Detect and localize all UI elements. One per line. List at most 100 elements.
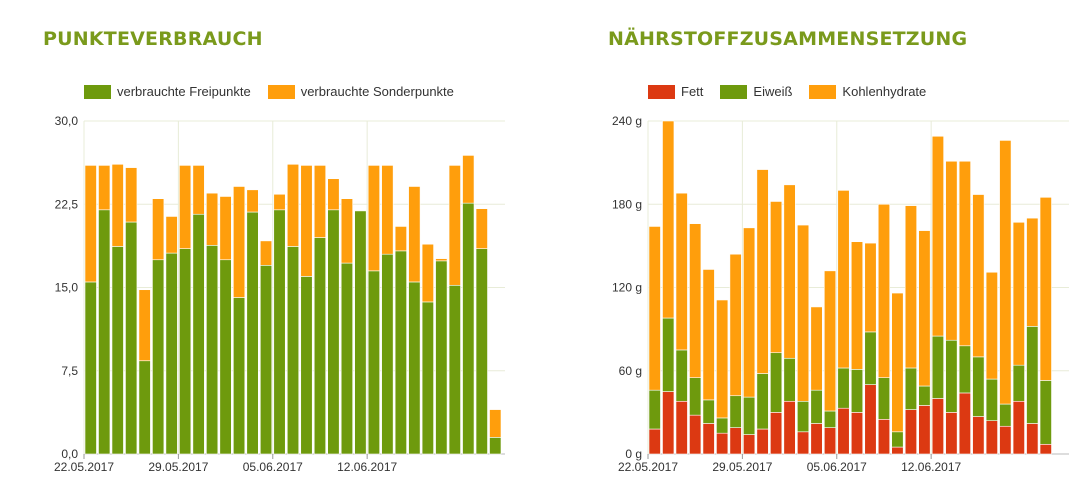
x-tick-label: 12.06.2017 [901,460,961,474]
bar-segment-2 [729,253,742,397]
bar-segment-2 [716,299,729,419]
bar-segment-2 [810,306,823,391]
bar-segment-2 [1039,197,1052,381]
bar-segment-0 [756,428,769,455]
legend-item-sonderpunkte[interactable]: verbrauchte Sonderpunkte [267,84,454,99]
bar-segment-2 [931,135,944,337]
bar-segment-0 [206,245,219,455]
x-tick-label: 29.05.2017 [148,460,208,474]
x-tick-label: 29.05.2017 [712,460,772,474]
y-tick-label: 120 g [612,281,642,295]
bar-segment-1 [743,396,756,435]
bar-segment-2 [1012,221,1025,366]
bar-segment-2 [945,160,958,341]
bar-segment-1 [837,367,850,409]
bar-segment-1 [475,208,488,249]
bar-segment-2 [756,169,769,374]
legend-item-freipunkte[interactable]: verbrauchte Freipunkte [84,84,251,99]
bar-segment-0 [125,221,138,455]
bar-segment-2 [891,292,904,433]
bar-segment-0 [475,248,488,455]
bar-segment-0 [246,211,259,455]
bar-segment-1 [891,431,904,448]
legend-item-eiweiss[interactable]: Eiweiß [720,84,792,99]
bar-segment-2 [770,201,783,354]
chart-panel-punkteverbrauch: PUNKTEVERBRAUCH verbrauchte Freipunkte v… [43,28,505,474]
bar-segment-0 [1012,400,1025,455]
bar-segment-0 [448,284,461,455]
x-tick-label: 05.06.2017 [807,460,867,474]
legend-swatch-eiweiss [720,84,748,99]
bar-segment-0 [313,237,327,455]
bar-segment-1 [850,369,864,413]
bar-segment-1 [340,198,353,264]
bar-segment-1 [421,243,434,303]
bar-segment-1 [904,367,917,410]
bar-segment-0 [111,246,124,455]
legend-swatch-sonderpunkte [267,84,295,99]
bar-segment-1 [810,389,823,424]
bar-segment-1 [286,163,300,247]
x-tick-label: 05.06.2017 [243,460,303,474]
bar-segment-0 [958,392,971,455]
bar-segment-0 [138,360,151,455]
bar-segment-0 [662,391,675,455]
bar-segment-2 [783,184,796,359]
chart-legend: verbrauchte Freipunkte verbrauchte Sonde… [84,84,471,99]
bar-segment-1 [273,193,286,211]
bar-segment-2 [999,140,1012,405]
bar-segment-1 [313,165,327,238]
bar-segment-0 [273,209,286,455]
bar-segment-0 [300,276,313,455]
bar-segment-1 [985,378,998,422]
bar-segment-0 [192,213,205,455]
bar-segment-0 [1039,443,1052,455]
y-tick-label: 240 g [612,114,642,128]
bar-segment-1 [918,385,931,406]
legend-label-freipunkte: verbrauchte Freipunkte [117,84,251,99]
legend-item-kohlenhydrate[interactable]: Kohlenhydrate [809,84,926,99]
bar-segment-2 [958,160,971,347]
bar-segment-0 [783,400,796,455]
bar-segment-0 [354,210,367,455]
bar-segment-0 [918,405,931,455]
bar-segment-1 [797,400,810,433]
bar-segment-1 [648,389,661,430]
bar-segment-0 [877,419,891,455]
bar-segment-1 [1039,380,1052,445]
bar-segment-1 [165,216,178,254]
bar-segment-0 [823,427,837,455]
bar-segment-2 [985,271,998,380]
bar-segment-0 [152,259,165,455]
legend-label-fett: Fett [681,84,704,99]
bar-segment-0 [367,270,380,455]
bar-segment-0 [219,259,232,455]
chart-title: NÄHRSTOFFZUSAMMENSETZUNG [608,28,968,50]
bar-segment-2 [918,230,931,387]
bar-segment-0 [165,252,178,455]
bar-segment-0 [1026,423,1039,455]
bar-segment-1 [462,155,475,204]
bar-segment-2 [864,242,877,333]
bar-segment-2 [743,227,756,398]
y-tick-label: 0 g [625,447,642,461]
legend-label-kohlenhydrate: Kohlenhydrate [842,84,927,99]
bar-segment-1 [394,226,407,252]
bar-segment-0 [394,250,407,455]
legend-label-sonderpunkte: verbrauchte Sonderpunkte [300,84,454,99]
legend-swatch-kohlenhydrate [809,84,837,99]
bar-segment-1 [327,178,340,211]
bar-segment-1 [931,335,944,399]
bar-segment-0 [381,253,394,455]
bar-segment-1 [972,356,985,417]
bar-segment-1 [1012,364,1025,402]
bar-segment-0 [797,431,810,455]
bar-segment-0 [904,409,917,455]
bar-segment-1 [958,345,971,394]
bar-segment-0 [972,416,985,455]
legend-item-fett[interactable]: Fett [648,84,703,99]
bar-segment-0 [179,248,192,455]
bar-segment-1 [84,165,97,283]
legend-label-eiweiss: Eiweiß [753,84,793,99]
punkteverbrauch-chart: 0,0 7,5 15,0 22,5 30,0 22.05.2017 29.05.2017 05… [54,114,505,474]
